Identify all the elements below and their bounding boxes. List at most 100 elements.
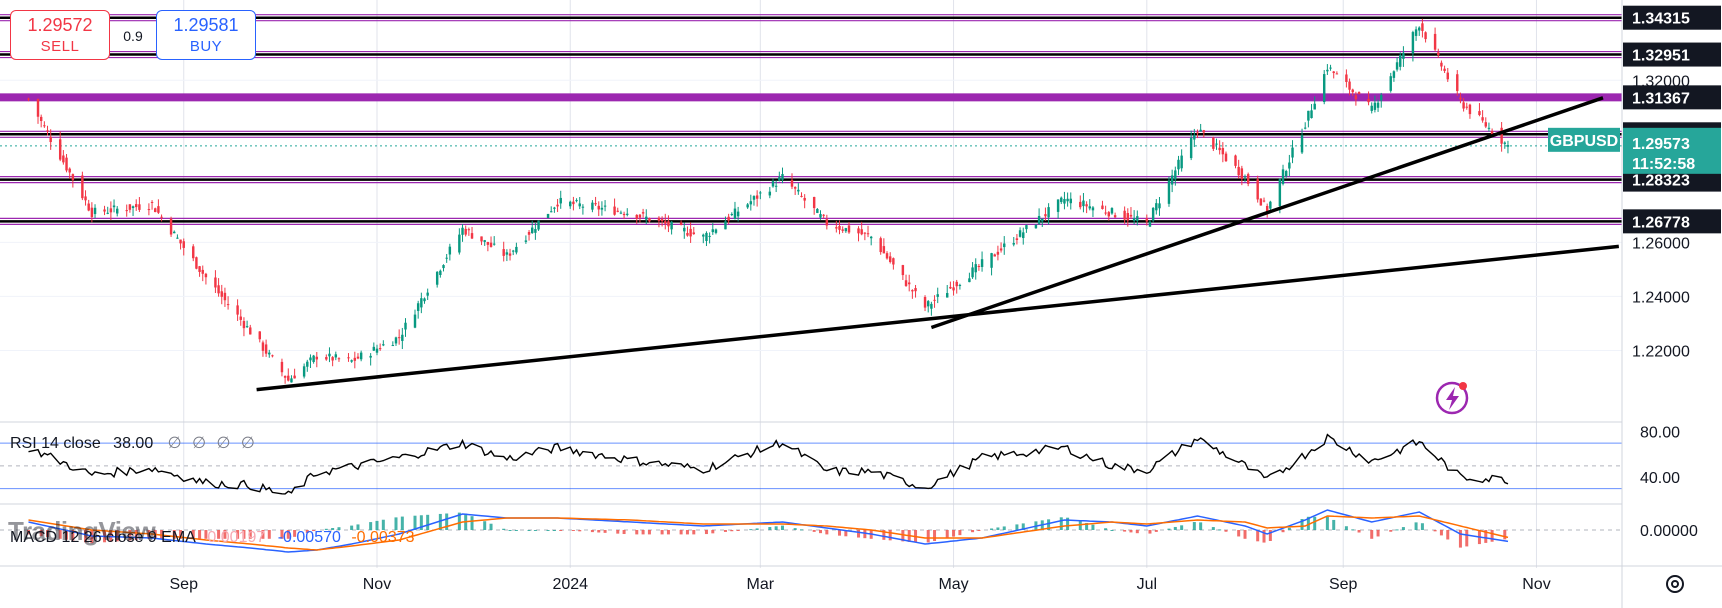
- candle-body: [372, 346, 376, 351]
- candle-body: [461, 227, 464, 235]
- candle-body: [312, 355, 315, 362]
- macd-histogram-bar: [1021, 523, 1025, 530]
- candle-body: [420, 298, 423, 308]
- candle-body: [904, 280, 908, 286]
- x-tick-label: Sep: [1329, 576, 1358, 593]
- candle-body: [778, 177, 781, 181]
- gear-icon[interactable]: [1666, 575, 1684, 593]
- candle-body: [442, 265, 445, 269]
- macd-histogram-bar: [559, 530, 563, 531]
- macd-histogram-bar: [1123, 530, 1127, 532]
- candle-body: [115, 208, 119, 214]
- buy-price: 1.29581: [173, 15, 239, 35]
- rsi-line: [28, 433, 1509, 495]
- macd-histogram-bar: [312, 530, 316, 531]
- macd-histogram-bar: [179, 530, 183, 539]
- candle-body: [1490, 131, 1494, 135]
- macd-histogram-bar: [39, 530, 43, 537]
- candle-body: [1158, 203, 1161, 209]
- candle-body: [1180, 155, 1183, 169]
- candle-body: [93, 207, 97, 215]
- x-tick-label: Sep: [170, 576, 199, 593]
- candle-body: [812, 196, 816, 209]
- macd-histogram-bar: [749, 529, 753, 531]
- candle-body: [1034, 224, 1038, 229]
- candle-body: [1284, 171, 1288, 177]
- y-tick-label: 1.22000: [1632, 343, 1690, 360]
- candle-body: [603, 205, 607, 207]
- candle-body: [268, 352, 271, 355]
- candle-body: [1243, 176, 1247, 178]
- candle-body: [27, 98, 30, 100]
- candle-body: [1351, 89, 1354, 93]
- buy-label: BUY: [189, 38, 223, 55]
- candle-body: [1177, 159, 1180, 170]
- candle-body: [1079, 201, 1082, 208]
- macd-histogram-bar: [971, 530, 975, 533]
- candle-body: [537, 220, 540, 230]
- macd-histogram-bar: [267, 530, 271, 539]
- macd-histogram-bar: [1458, 530, 1462, 548]
- macd-histogram-bar: [1287, 527, 1291, 530]
- candle-body: [730, 214, 734, 216]
- macd-histogram-bar: [84, 530, 88, 543]
- candle-body: [1193, 135, 1196, 140]
- candle-body: [1335, 73, 1339, 75]
- candle-body: [1246, 174, 1250, 184]
- candle-body: [569, 201, 572, 207]
- candle-body: [781, 174, 784, 180]
- candle-body: [1367, 98, 1370, 103]
- macd-histogram-bar: [1465, 530, 1469, 547]
- candle-body: [128, 204, 132, 210]
- candle-body: [36, 99, 40, 117]
- candle-body: [914, 288, 917, 292]
- candle-body: [1240, 168, 1244, 179]
- candle-body: [236, 305, 239, 315]
- candle-body: [391, 345, 395, 347]
- macd-histogram-bar: [1129, 530, 1133, 533]
- candle-body: [597, 205, 600, 210]
- candle-body: [572, 201, 575, 205]
- candle-body: [404, 322, 407, 330]
- candle-body: [242, 321, 246, 329]
- candle-body: [306, 361, 309, 367]
- symbol-tag: [1548, 127, 1620, 152]
- candle-body: [204, 273, 208, 278]
- candle-body: [290, 378, 293, 383]
- candle-body: [515, 246, 518, 253]
- buy-button[interactable]: 1.29581 BUY: [156, 10, 256, 60]
- sell-button[interactable]: 1.29572 SELL: [10, 10, 110, 60]
- macd-histogram-bar: [1376, 530, 1380, 537]
- candle-body: [201, 269, 204, 274]
- candle-body: [793, 187, 797, 189]
- candle-body: [435, 271, 439, 285]
- x-tick-label: 2024: [552, 576, 588, 593]
- macd-histogram-bar: [704, 530, 708, 535]
- symbol-label: GBPUSD: [1550, 133, 1618, 150]
- candle-body: [1104, 212, 1107, 214]
- lightning-icon[interactable]: [1435, 381, 1469, 415]
- candle-body: [1056, 199, 1060, 212]
- macd-histogram-bar: [552, 530, 556, 531]
- macd-histogram-bar: [191, 530, 195, 539]
- candle-body: [1113, 215, 1117, 218]
- candle-body: [1440, 62, 1443, 67]
- macd-histogram-bar: [502, 528, 506, 530]
- macd-histogram-bar: [1268, 530, 1272, 541]
- macd-histogram-bar: [413, 515, 417, 530]
- macd-histogram-bar: [647, 530, 651, 535]
- candle-body: [1262, 200, 1266, 202]
- candle-body: [157, 206, 160, 213]
- macd-histogram-bar: [286, 530, 290, 539]
- candle-body: [1022, 232, 1025, 239]
- macd-histogram-bar: [571, 530, 575, 531]
- candle-body: [546, 213, 550, 219]
- candle-body: [724, 221, 727, 230]
- macd-histogram-bar: [1256, 530, 1260, 542]
- spread-value: 0.9: [123, 28, 143, 44]
- macd-histogram-bar: [1085, 522, 1089, 530]
- macd-histogram-bar: [508, 530, 512, 531]
- macd-histogram-bar: [1167, 528, 1171, 530]
- candle-body: [147, 209, 151, 211]
